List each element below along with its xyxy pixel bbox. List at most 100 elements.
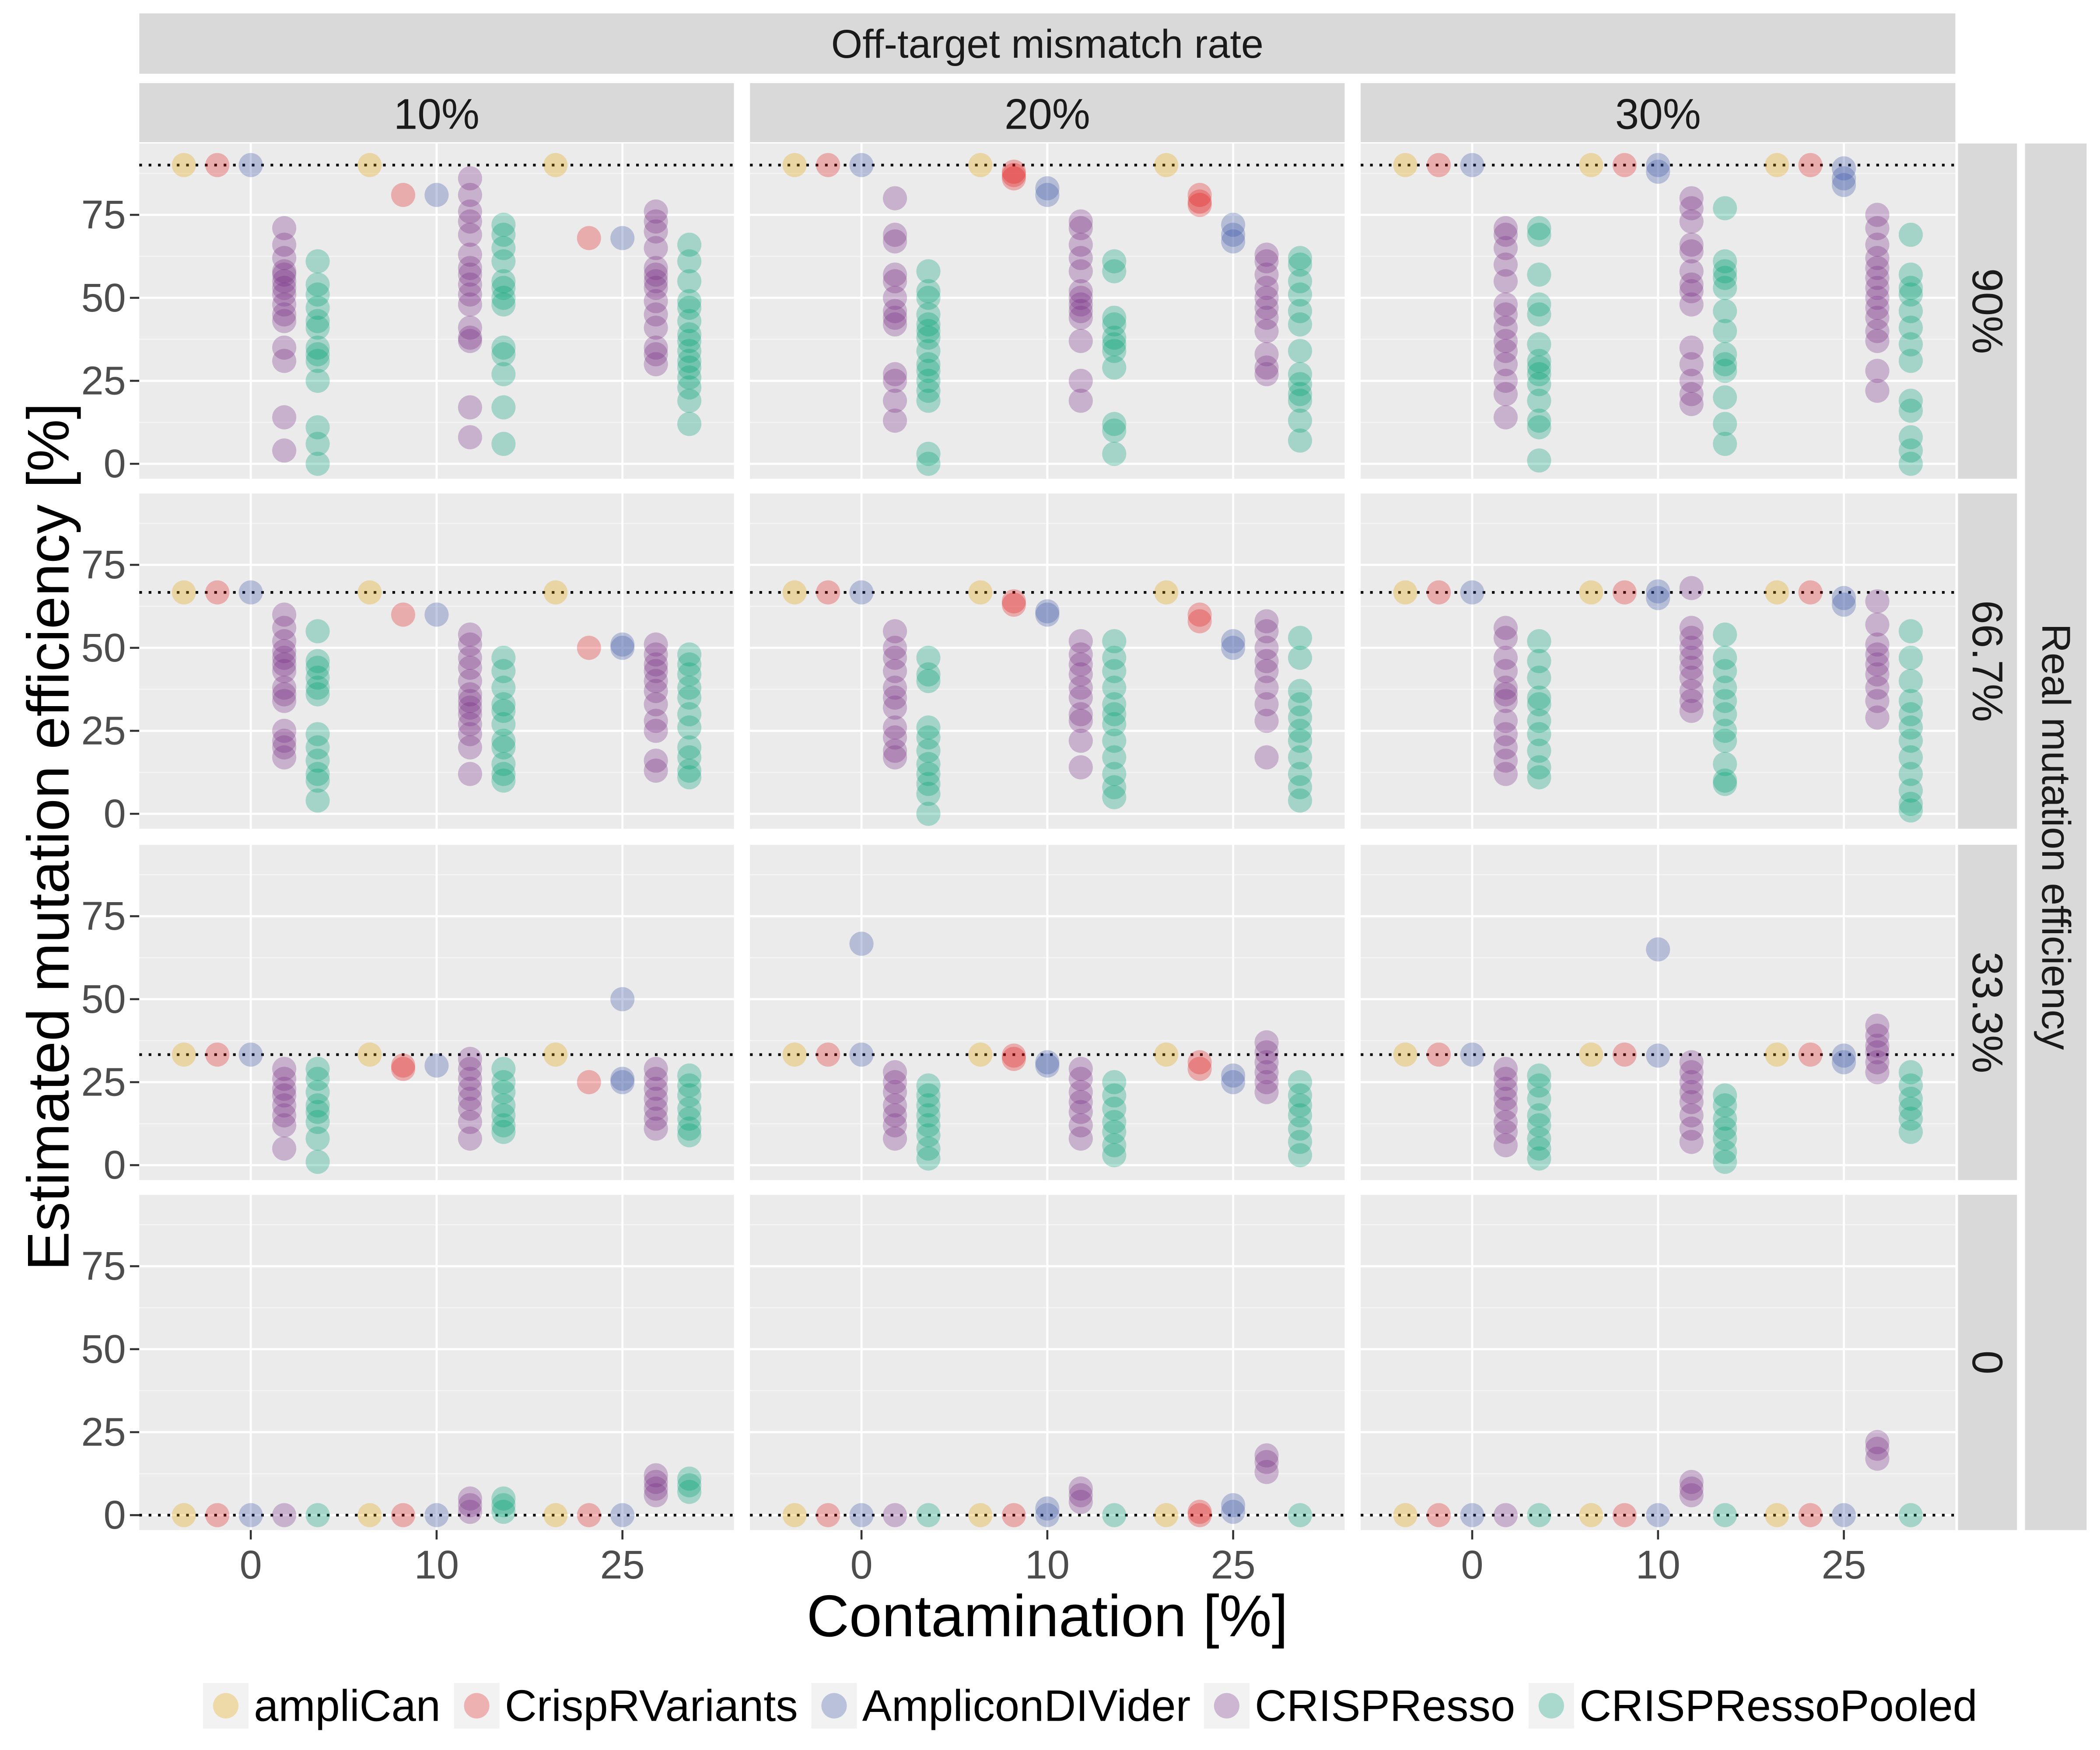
point	[1527, 223, 1551, 247]
point	[677, 1106, 702, 1131]
point	[883, 695, 907, 720]
point	[1493, 1067, 1518, 1091]
point	[272, 262, 297, 287]
point	[644, 262, 668, 287]
point	[543, 1042, 568, 1067]
y-tick-label: 25	[81, 708, 126, 753]
point	[491, 223, 516, 247]
point	[491, 213, 516, 237]
row-label: 0	[1964, 1351, 2012, 1375]
point	[424, 1503, 449, 1527]
point	[883, 745, 907, 770]
point	[1001, 1043, 1026, 1068]
point	[1865, 329, 1890, 353]
point	[677, 1466, 702, 1491]
point	[1493, 329, 1518, 353]
point	[1713, 249, 1737, 273]
point	[1068, 755, 1093, 780]
point	[391, 1053, 416, 1078]
point	[644, 1077, 668, 1101]
point	[677, 289, 702, 313]
row-strip	[1958, 845, 2017, 1180]
point	[1068, 676, 1093, 700]
point	[849, 1503, 874, 1527]
point	[883, 725, 907, 750]
point	[1493, 382, 1518, 406]
point	[883, 738, 907, 763]
point	[1798, 1503, 1823, 1527]
point	[1493, 1077, 1518, 1101]
point	[916, 1136, 941, 1161]
point	[883, 645, 907, 670]
point	[677, 758, 702, 783]
point	[610, 632, 635, 657]
point	[238, 153, 263, 177]
point	[1068, 209, 1093, 234]
point	[272, 682, 297, 707]
point	[1679, 196, 1704, 220]
point	[1679, 616, 1704, 640]
point	[491, 1486, 516, 1511]
point	[1612, 1503, 1637, 1527]
row-label: 90%	[1964, 268, 2012, 354]
point	[1254, 609, 1279, 634]
point	[1288, 1503, 1312, 1527]
point	[1427, 153, 1451, 177]
point	[916, 279, 941, 304]
point	[1679, 655, 1704, 680]
point	[916, 645, 941, 670]
point	[458, 1067, 482, 1091]
point	[916, 312, 941, 337]
legend-key	[464, 1693, 490, 1718]
point	[205, 1503, 230, 1527]
point	[1254, 1070, 1279, 1095]
point	[883, 312, 907, 337]
point	[849, 580, 874, 605]
point	[1068, 305, 1093, 330]
point	[1865, 662, 1890, 687]
point	[677, 1116, 702, 1141]
point	[305, 1093, 330, 1118]
point	[305, 272, 330, 297]
point	[1679, 335, 1704, 360]
point	[1187, 1050, 1212, 1074]
point	[644, 1096, 668, 1121]
point	[1288, 388, 1312, 413]
point	[1254, 1080, 1279, 1104]
point	[1393, 153, 1418, 177]
point	[1393, 1503, 1418, 1527]
point	[1527, 362, 1551, 386]
point	[1068, 1067, 1093, 1091]
point	[1798, 1042, 1823, 1067]
point	[916, 441, 941, 466]
point	[458, 199, 482, 224]
point	[1035, 1053, 1060, 1078]
column-strip	[139, 83, 734, 142]
point	[1102, 1120, 1127, 1144]
point	[916, 669, 941, 693]
point	[458, 1077, 482, 1101]
point	[1865, 1013, 1890, 1038]
point	[1865, 246, 1890, 270]
point	[1865, 319, 1890, 343]
point	[1102, 712, 1127, 736]
point	[968, 580, 993, 605]
point	[391, 1057, 416, 1081]
point	[1713, 359, 1737, 383]
y-tick-label: 75	[81, 542, 126, 587]
point	[272, 282, 297, 307]
point	[1102, 692, 1127, 717]
point	[1898, 791, 1923, 816]
point	[610, 1067, 635, 1091]
point	[305, 1067, 330, 1091]
point	[1254, 1443, 1279, 1468]
point	[677, 652, 702, 677]
point	[644, 758, 668, 783]
point	[491, 236, 516, 260]
point	[1001, 592, 1026, 617]
point	[1035, 1503, 1060, 1527]
point	[883, 636, 907, 660]
point	[458, 1493, 482, 1518]
point	[1527, 1063, 1551, 1088]
point	[1393, 580, 1418, 605]
